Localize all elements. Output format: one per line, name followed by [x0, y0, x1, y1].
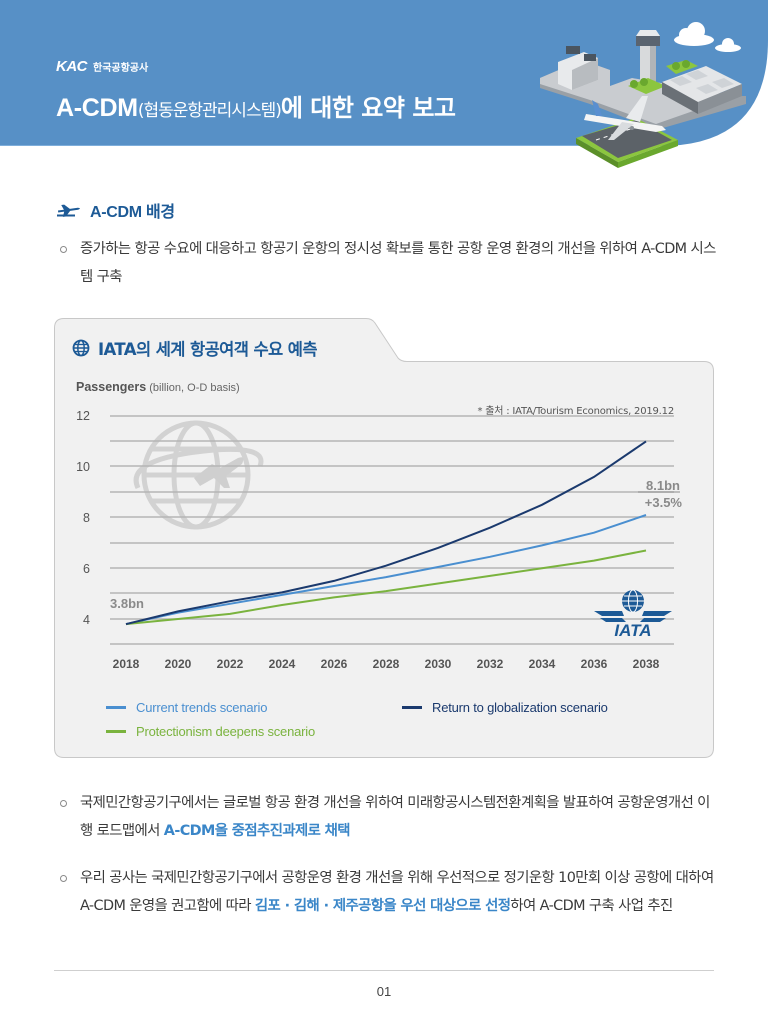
- x-tick: 2036: [581, 657, 608, 671]
- legend-item-current-trends: Current trends scenario: [106, 700, 267, 715]
- x-tick: 2030: [425, 657, 452, 671]
- x-tick: 2026: [321, 657, 348, 671]
- y-axis-title-main: Passengers: [76, 380, 147, 394]
- x-tick: 2020: [165, 657, 192, 671]
- line-chart: 12 10 8 6 4 2018 2020 2022 2024 2026 202…: [76, 409, 683, 671]
- bullet-highlight: 김포 · 김해 · 제주공항을 우선 대상으로 선정: [254, 898, 511, 914]
- page-number: 01: [376, 984, 392, 999]
- legend-swatch-icon: [402, 706, 422, 709]
- kac-logo: KAC: [56, 58, 88, 75]
- card-title-text: IATA의 세계 항공여객 수요 예측: [98, 340, 318, 359]
- brand: KAC 한국공항공사: [56, 58, 148, 75]
- globe-icon: [72, 339, 90, 357]
- x-tick: 2028: [373, 657, 400, 671]
- bullet-text-tail: 하여 A-CDM 구축 사업 추진: [510, 898, 673, 914]
- bullet-text: 국제민간항공기구에서는 글로벌 항공 환경 개선을 위하여 미래항공시스템전환계…: [80, 795, 710, 839]
- bullet-dot-icon: [60, 246, 67, 253]
- iata-logo-text: IATA: [614, 621, 651, 640]
- bullet-text: 우리 공사는 국제민간항공기구에서 공항운영 환경 개선을 위해 우선적으로 정…: [80, 870, 714, 914]
- card-title: IATA의 세계 항공여객 수요 예측: [72, 336, 318, 360]
- globe-plane-watermark-icon: [133, 420, 264, 530]
- x-tick: 2034: [529, 657, 556, 671]
- x-tick: 2038: [633, 657, 660, 671]
- legend-swatch-icon: [106, 730, 126, 733]
- footer-divider: [54, 970, 714, 971]
- section-heading-label: A-CDM 배경: [90, 204, 175, 221]
- y-tick-10: 10: [76, 460, 90, 474]
- bullet-item: 국제민간항공기구에서는 글로벌 항공 환경 개선을 위하여 미래항공시스템전환계…: [60, 789, 720, 845]
- x-tick: 2018: [113, 657, 140, 671]
- iata-logo-icon: IATA: [594, 589, 672, 640]
- brand-name: 한국공항공사: [93, 63, 149, 74]
- airplane-icon: [57, 204, 80, 217]
- bullet-dot-icon: [60, 875, 67, 882]
- x-tick: 2032: [477, 657, 504, 671]
- header-band: [0, 0, 768, 146]
- title-main: A-CDM: [56, 94, 138, 122]
- series-current-trends: [125, 514, 647, 626]
- legend-item-return-to-globalization: Return to globalization scenario: [402, 700, 608, 715]
- bullet-item: 증가하는 항공 수요에 대응하고 항공기 운항의 정시성 확보를 통한 공항 운…: [60, 235, 720, 291]
- legend-item-protectionism: Protectionism deepens scenario: [106, 724, 315, 739]
- y-tick-6: 6: [83, 562, 90, 576]
- source-note: * 출처 : IATA/Tourism Economics, 2019.12: [477, 406, 675, 417]
- bullet-text: 증가하는 항공 수요에 대응하고 항공기 운항의 정시성 확보를 통한 공항 운…: [80, 241, 716, 285]
- series-protectionism: [125, 549, 647, 626]
- legend-label: Protectionism deepens scenario: [136, 724, 315, 739]
- bullet-item: 우리 공사는 국제민간항공기구에서 공항운영 환경 개선을 위해 우선적으로 정…: [60, 864, 720, 920]
- bullet-highlight: A-CDM을 중점추진과제로 채택: [163, 823, 351, 839]
- y-tick-8: 8: [83, 511, 90, 525]
- page-title: A-CDM(협동운항관리시스템)에 대한 요약 보고: [56, 88, 456, 123]
- y-axis-unit: (billion, O-D basis): [146, 382, 240, 394]
- legend-swatch-icon: [106, 706, 126, 709]
- bullet-dot-icon: [60, 800, 67, 807]
- header-banner: KAC 한국공항공사 A-CDM(협동운항관리시스템)에 대한 요약 보고: [0, 0, 768, 168]
- title-tail: 에 대한 요약 보고: [280, 94, 456, 122]
- y-tick-4: 4: [83, 613, 90, 627]
- end-annotation-value: 8.1bn: [646, 478, 680, 493]
- airport-illustration-icon: [540, 22, 746, 168]
- legend-label: Current trends scenario: [136, 700, 268, 715]
- x-tick: 2022: [217, 657, 244, 671]
- y-axis-title: Passengers (billion, O-D basis): [76, 380, 240, 394]
- section-heading: A-CDM 배경: [56, 198, 175, 222]
- x-tick: 2024: [269, 657, 296, 671]
- end-annotation-growth: +3.5%: [645, 495, 683, 510]
- chart-card: IATA의 세계 항공여객 수요 예측 Passengers (billion,…: [54, 318, 714, 758]
- legend-label: Return to globalization scenario: [432, 700, 608, 715]
- y-tick-12: 12: [76, 409, 90, 423]
- series-return-to-globalization: [125, 440, 647, 626]
- start-annotation: 3.8bn: [110, 596, 144, 611]
- title-sub: (협동운항관리시스템): [137, 101, 282, 121]
